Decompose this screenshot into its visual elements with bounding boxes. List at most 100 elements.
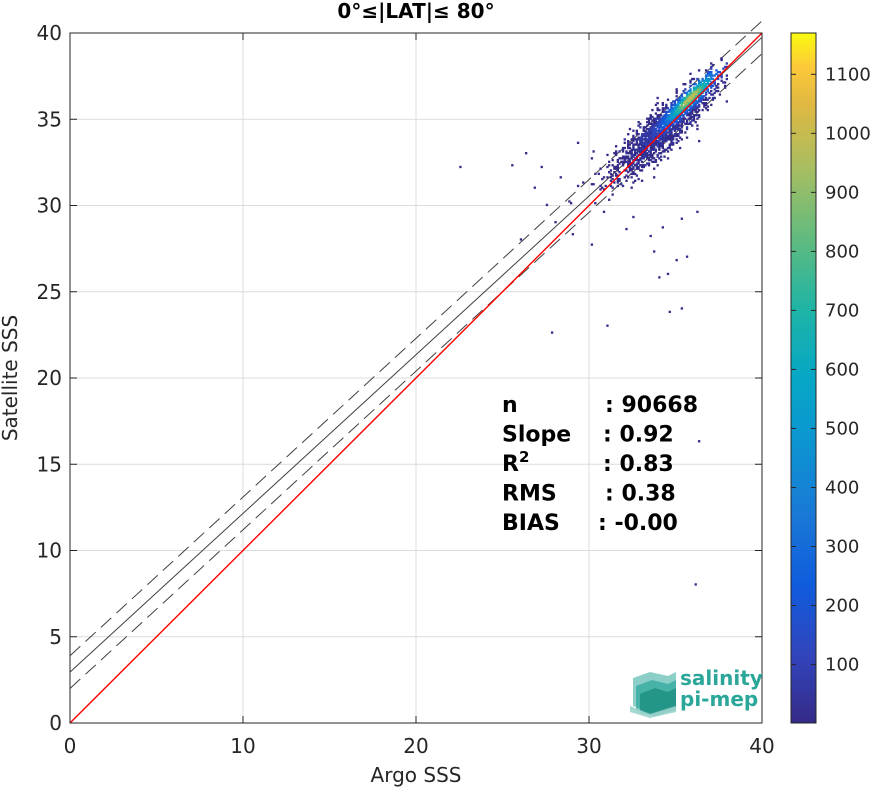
- y-tick-label: 5: [49, 625, 62, 649]
- density-bin: [627, 157, 630, 160]
- density-bin: [663, 148, 666, 151]
- y-tick-label: 35: [37, 107, 62, 131]
- density-bin: [608, 198, 611, 201]
- density-bin: [571, 233, 575, 236]
- density-bin: [710, 89, 713, 93]
- density-bin: [647, 119, 651, 122]
- density-bin: [659, 134, 663, 138]
- density-bin: [611, 193, 614, 196]
- density-bin: [630, 148, 633, 151]
- density-bin: [620, 160, 623, 163]
- density-bin: [654, 158, 658, 162]
- density-bin: [678, 108, 682, 112]
- density-bin: [672, 119, 675, 122]
- density-bin: [653, 138, 656, 141]
- density-bin: [682, 114, 685, 117]
- density-bin: [647, 122, 651, 126]
- density-bin: [675, 114, 678, 117]
- density-bin: [665, 117, 668, 120]
- density-bin: [649, 131, 652, 134]
- density-bin: [680, 120, 684, 124]
- density-bin: [658, 117, 661, 120]
- density-bin: [682, 89, 685, 93]
- density-bin: [703, 102, 706, 105]
- density-bin: [635, 167, 639, 170]
- density-bin: [677, 98, 680, 101]
- density-bin: [678, 98, 682, 101]
- density-bin: [703, 86, 706, 89]
- density-bin: [658, 276, 661, 279]
- density-bin: [625, 157, 628, 160]
- density-bin: [621, 162, 625, 165]
- density-bin: [697, 96, 701, 100]
- density-bin: [632, 155, 635, 158]
- density-bin: [704, 76, 708, 79]
- density-bin: [632, 162, 635, 165]
- density-bin: [708, 79, 711, 82]
- density-bin: [699, 89, 703, 93]
- density-bin: [611, 164, 614, 167]
- density-bin: [644, 152, 647, 155]
- density-bin: [632, 167, 635, 170]
- density-bin: [614, 165, 618, 169]
- density-bin: [675, 124, 678, 127]
- density-bin: [696, 91, 699, 94]
- density-bin: [647, 157, 651, 160]
- density-bin: [672, 143, 675, 146]
- density-bin: [697, 440, 701, 443]
- density-bin: [685, 105, 689, 108]
- density-bin: [670, 129, 673, 132]
- density-bin: [668, 145, 671, 148]
- density-bin: [708, 96, 711, 100]
- density-bin: [635, 131, 639, 134]
- density-bin: [627, 146, 630, 150]
- density-bin: [651, 145, 654, 148]
- density-bin: [666, 120, 670, 124]
- density-bin: [616, 158, 620, 162]
- density-bin: [642, 164, 645, 167]
- density-bin: [646, 117, 649, 120]
- density-bin: [623, 176, 626, 179]
- density-bin: [661, 102, 664, 105]
- density-bin: [704, 103, 708, 107]
- density-bin: [684, 122, 687, 126]
- density-bin: [675, 115, 678, 119]
- density-bin: [675, 91, 678, 94]
- density-bin: [673, 114, 677, 117]
- density-bin: [687, 103, 690, 107]
- density-bin: [613, 167, 616, 170]
- density-bin: [701, 83, 704, 86]
- density-bin: [661, 103, 664, 107]
- density-bin: [637, 165, 640, 169]
- density-bin: [699, 91, 703, 94]
- density-bin: [618, 157, 621, 160]
- density-bin: [661, 110, 664, 113]
- density-bin: [718, 93, 722, 96]
- density-bin: [701, 89, 704, 93]
- density-bin: [609, 176, 613, 179]
- density-bin: [725, 77, 728, 81]
- density-bin: [694, 93, 697, 96]
- density-bin: [623, 138, 626, 141]
- density-bin: [697, 115, 701, 119]
- density-bin: [613, 181, 616, 184]
- density-bin: [621, 155, 625, 158]
- density-bin: [692, 119, 696, 122]
- density-bin: [644, 136, 647, 139]
- density-bin: [692, 98, 696, 101]
- density-bin: [651, 126, 654, 129]
- density-bin: [649, 126, 652, 129]
- density-bin: [697, 105, 701, 108]
- density-bin: [649, 138, 652, 141]
- density-bin: [639, 136, 642, 139]
- density-bin: [720, 79, 723, 82]
- density-bin: [696, 86, 699, 89]
- density-bin: [609, 169, 613, 172]
- density-bin: [637, 177, 640, 181]
- density-bin: [715, 84, 718, 88]
- density-bin: [646, 157, 649, 160]
- density-bin: [665, 124, 668, 127]
- colorbar-tick-label: 300: [825, 537, 859, 558]
- density-bin: [623, 146, 626, 150]
